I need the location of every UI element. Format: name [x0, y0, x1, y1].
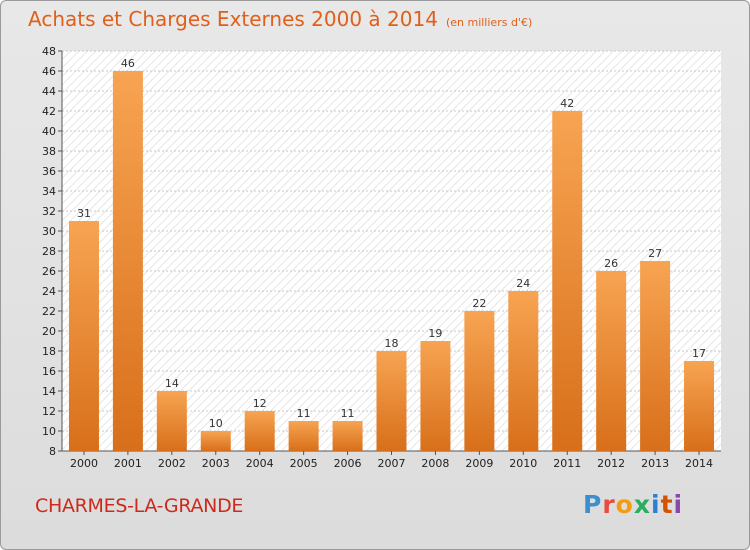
bar — [244, 411, 275, 451]
y-tick-label: 30 — [42, 225, 56, 238]
x-tick-label: 2013 — [641, 457, 669, 470]
bar-value-label: 11 — [297, 407, 311, 420]
y-tick-label: 34 — [42, 185, 56, 198]
bar-value-label: 42 — [560, 97, 574, 110]
bar-value-label: 11 — [341, 407, 355, 420]
bar — [68, 221, 99, 451]
x-tick-label: 2014 — [685, 457, 713, 470]
x-tick-label: 2004 — [246, 457, 274, 470]
x-tick-label: 2012 — [597, 457, 625, 470]
y-tick-label: 10 — [42, 425, 56, 438]
bar-value-label: 46 — [121, 57, 135, 70]
chart-subtitle: (en milliers d'€) — [445, 16, 533, 29]
y-tick-label: 36 — [42, 165, 56, 178]
chart-title: Achats et Charges Externes 2000 à 2014 (e… — [28, 7, 532, 31]
x-tick-label: 2006 — [334, 457, 362, 470]
y-tick-label: 22 — [42, 305, 56, 318]
y-tick-label: 28 — [42, 245, 56, 258]
y-tick-label: 40 — [42, 125, 56, 138]
x-tick-label: 2002 — [158, 457, 186, 470]
city-name: CHARMES-LA-GRANDE — [35, 495, 244, 517]
bar — [376, 351, 407, 451]
bar — [508, 291, 539, 451]
y-tick-label: 42 — [42, 105, 56, 118]
x-tick-label: 2000 — [70, 457, 98, 470]
y-tick-label: 32 — [42, 205, 56, 218]
bar-value-label: 18 — [385, 337, 399, 350]
bar-value-label: 31 — [77, 207, 91, 220]
bar-value-label: 10 — [209, 417, 223, 430]
x-tick-label: 2008 — [421, 457, 449, 470]
x-tick-label: 2011 — [553, 457, 581, 470]
y-tick-label: 16 — [42, 365, 56, 378]
bar-value-label: 14 — [165, 377, 179, 390]
y-tick-label: 48 — [42, 45, 56, 58]
x-tick-label: 2009 — [465, 457, 493, 470]
bar — [156, 391, 187, 451]
bar-value-label: 19 — [428, 327, 442, 340]
bar — [200, 431, 231, 451]
bar — [596, 271, 627, 451]
y-tick-label: 38 — [42, 145, 56, 158]
y-tick-label: 26 — [42, 265, 56, 278]
x-tick-label: 2007 — [378, 457, 406, 470]
y-tick-label: 46 — [42, 65, 56, 78]
bar — [552, 111, 583, 451]
bar — [420, 341, 451, 451]
bar — [684, 361, 715, 451]
y-tick-label: 20 — [42, 325, 56, 338]
title-text: Achats et Charges Externes 2000 à 2014 — [28, 7, 438, 31]
y-tick-label: 44 — [42, 85, 56, 98]
bar — [112, 71, 143, 451]
proxiti-logo: Proxiti — [583, 490, 684, 519]
bar — [464, 311, 495, 451]
x-tick-label: 2003 — [202, 457, 230, 470]
bar — [640, 261, 671, 451]
y-tick-label: 24 — [42, 285, 56, 298]
y-tick-label: 12 — [42, 405, 56, 418]
x-tick-label: 2001 — [114, 457, 142, 470]
bar — [288, 421, 319, 451]
bar-value-label: 22 — [472, 297, 486, 310]
bar-value-label: 26 — [604, 257, 618, 270]
bar-value-label: 27 — [648, 247, 662, 260]
bar-value-label: 12 — [253, 397, 267, 410]
bar-value-label: 17 — [692, 347, 706, 360]
y-tick-label: 18 — [42, 345, 56, 358]
y-tick-label: 14 — [42, 385, 56, 398]
y-tick-label: 8 — [49, 445, 56, 458]
bar — [332, 421, 363, 451]
x-tick-label: 2010 — [509, 457, 537, 470]
x-tick-label: 2005 — [290, 457, 318, 470]
bar-value-label: 24 — [516, 277, 530, 290]
